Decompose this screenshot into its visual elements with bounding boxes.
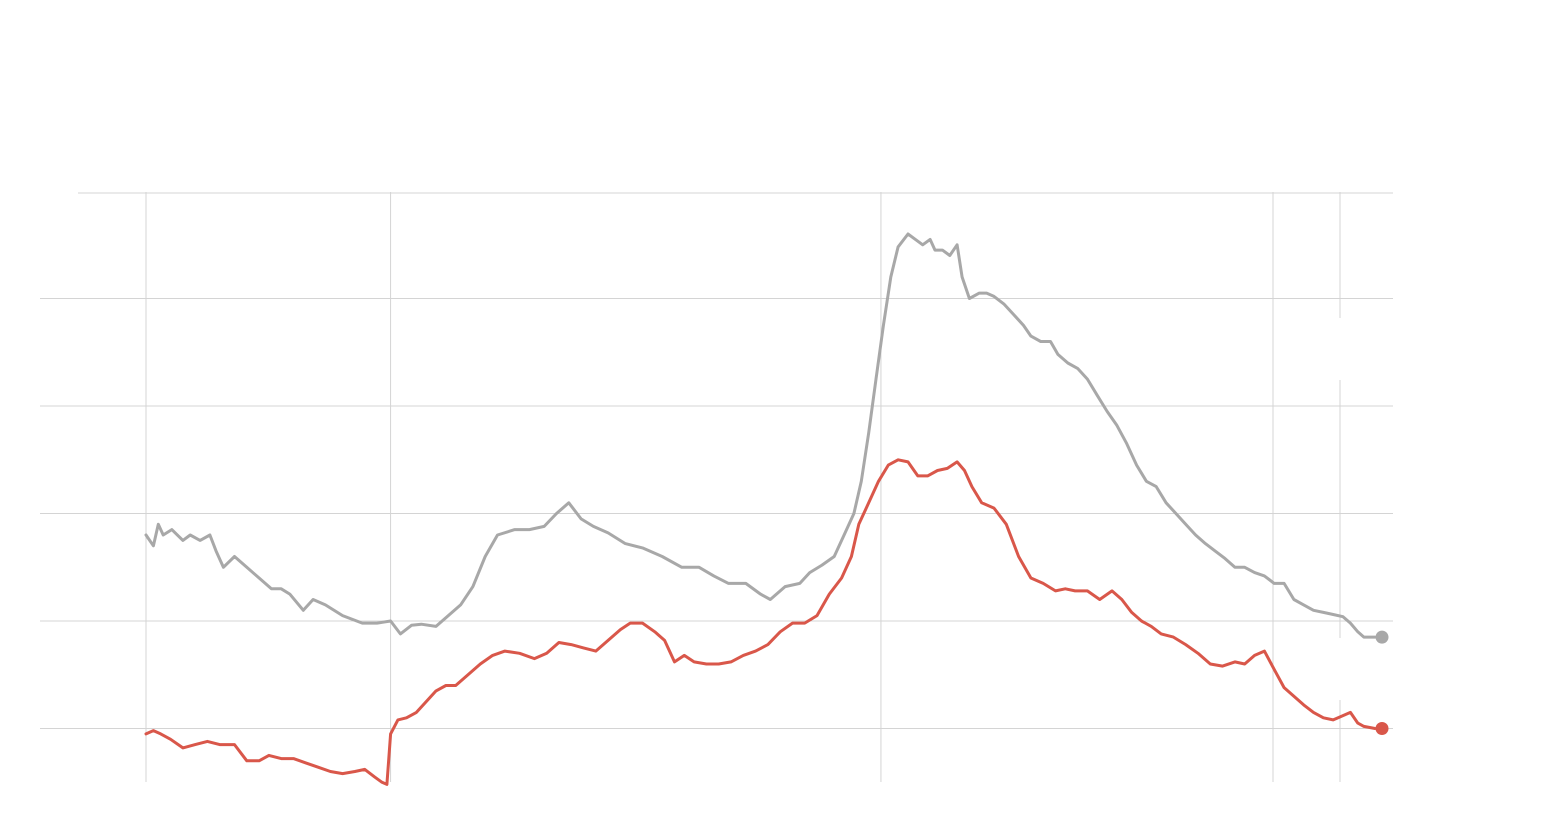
end-marker-gray	[1375, 630, 1389, 644]
gridlines	[40, 192, 1393, 782]
end-markers	[1375, 630, 1389, 735]
series-line-red	[144, 458, 1377, 786]
end-marker-red	[1375, 722, 1389, 735]
series-line-gray	[144, 232, 1377, 639]
series-lines	[144, 232, 1377, 786]
